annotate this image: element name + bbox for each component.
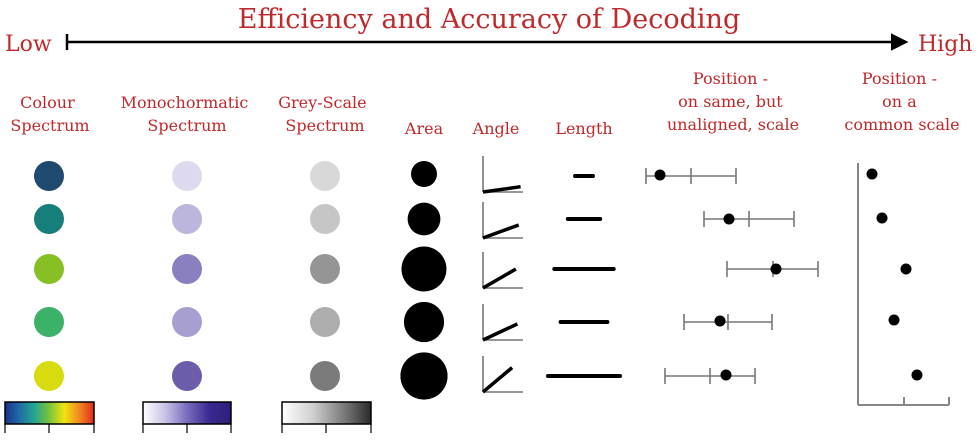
grey-circle-1 (310, 161, 340, 191)
header-position-unaligned: Position - on same, but unaligned, scale (667, 69, 799, 134)
grey-scale-legend-bar (281, 401, 372, 433)
header-area: Area (404, 119, 444, 138)
angle-ray (482, 223, 520, 240)
area-circle-5 (400, 352, 448, 400)
colour-spectrum-circles (34, 161, 64, 391)
grey-circle-4 (310, 307, 340, 337)
header-colour-spectrum: Colour Spectrum (10, 93, 89, 135)
angle-glyph-2 (482, 202, 523, 240)
scale-high-label: High (918, 32, 972, 57)
angle-glyph-4 (482, 304, 523, 342)
area-circle-4 (403, 301, 445, 343)
unaligned-point-1 (654, 169, 666, 181)
header-position-common: Position - on a common scale (844, 69, 959, 134)
area-circle-3 (401, 246, 447, 292)
angle-ray (482, 184, 521, 194)
mono-spectrum-legend-bar (142, 401, 232, 433)
colour-circle-4 (34, 307, 64, 337)
unaligned-point-3 (770, 263, 782, 275)
mono-circle-4 (172, 307, 202, 337)
header-length: Length (555, 119, 612, 138)
unaligned-scale-4 (683, 314, 773, 330)
angle-glyphs (481, 156, 523, 394)
common-point-4 (888, 314, 900, 326)
grey-circle-5 (310, 361, 340, 391)
colour-circle-2 (34, 204, 64, 234)
area-circles (400, 161, 448, 400)
diagram-title: Efficiency and Accuracy of Decoding (238, 4, 740, 35)
unaligned-point-4 (714, 315, 726, 327)
unaligned-scale-3 (726, 261, 819, 277)
grey-circle-3 (310, 254, 340, 284)
unaligned-point-2 (723, 213, 735, 225)
header-angle: Angle (472, 119, 520, 138)
unaligned-scale-2 (703, 211, 795, 227)
grey-spectrum-circles (310, 161, 340, 391)
angle-ray (482, 322, 519, 342)
angle-glyph-5 (481, 356, 523, 394)
column-headers: Colour Spectrum Monochormatic Spectrum G… (10, 69, 959, 138)
unaligned-scale-5 (664, 368, 756, 384)
common-scale (857, 163, 950, 406)
unaligned-point-5 (720, 369, 732, 381)
length-bars (546, 174, 622, 378)
mono-circle-1 (172, 161, 202, 191)
angle-glyph-3 (482, 252, 523, 290)
angle-ray (481, 366, 514, 394)
mono-circle-2 (172, 204, 202, 234)
colour-circle-5 (34, 361, 64, 391)
common-point-5 (911, 369, 923, 381)
header-monochromatic-spectrum: Monochormatic Spectrum (121, 93, 254, 135)
angle-glyph-1 (482, 156, 523, 194)
common-point-1 (866, 168, 878, 180)
colour-circle-3 (34, 254, 64, 284)
unaligned-scales (645, 168, 819, 384)
colour-circle-1 (34, 161, 64, 191)
header-grey-scale-spectrum: Grey-Scale Spectrum (278, 93, 371, 135)
area-circle-1 (411, 161, 437, 187)
common-point-2 (876, 212, 888, 224)
angle-ray (482, 267, 517, 290)
scale-low-label: Low (5, 32, 52, 57)
area-circle-2 (407, 202, 441, 236)
common-point-3 (900, 263, 912, 275)
mono-circle-5 (172, 361, 202, 391)
mono-spectrum-circles (172, 161, 202, 391)
colour-spectrum-legend-bar (4, 401, 95, 433)
mono-circle-3 (172, 254, 202, 284)
grey-circle-2 (310, 204, 340, 234)
unaligned-scale-1 (645, 168, 737, 184)
